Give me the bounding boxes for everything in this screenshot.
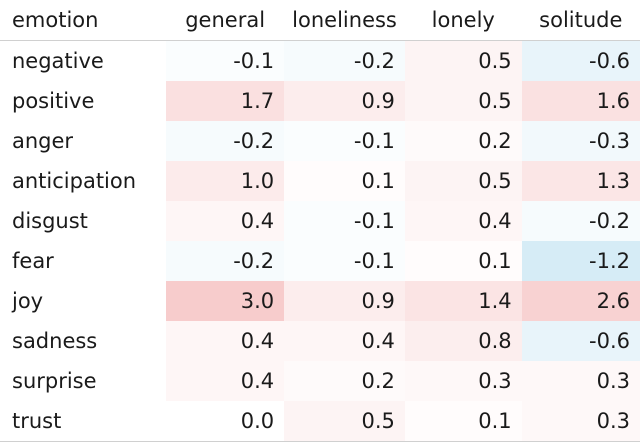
table-row: positive 1.7 0.9 0.5 1.6 — [0, 81, 640, 121]
row-label: sadness — [12, 329, 98, 353]
row-label: joy — [12, 289, 44, 313]
heatmap-cell: 0.9 — [284, 81, 405, 121]
heatmap-cell: -0.1 — [284, 241, 405, 281]
heatmap-cell: 0.5 — [404, 81, 522, 121]
row-label: fear — [12, 249, 54, 273]
heatmap-cell: -0.1 — [166, 40, 285, 81]
header-row: emotion general loneliness lonely solitu… — [0, 0, 640, 41]
row-label: anger — [12, 129, 74, 153]
row-label: disgust — [12, 209, 88, 233]
heatmap-cell: 0.3 — [404, 361, 522, 401]
heatmap-cell: 0.1 — [404, 401, 522, 442]
heatmap-cell: 0.4 — [166, 321, 285, 361]
heatmap-cell: 0.1 — [284, 161, 405, 201]
table-row: disgust 0.4 -0.1 0.4 -0.2 — [0, 201, 640, 241]
heatmap-cell: 3.0 — [166, 281, 285, 321]
row-label: positive — [12, 89, 95, 113]
heatmap-cell: -0.1 — [284, 121, 405, 161]
heatmap-cell: 0.2 — [284, 361, 405, 401]
heatmap-cell: 0.2 — [404, 121, 522, 161]
table-row: trust 0.0 0.5 0.1 0.3 — [0, 401, 640, 442]
heatmap-cell: 0.3 — [521, 401, 640, 442]
table-row: negative -0.1 -0.2 0.5 -0.6 — [0, 40, 640, 81]
heatmap-cell: -0.6 — [521, 40, 640, 81]
heatmap-cell: 0.5 — [404, 40, 522, 81]
heatmap-cell: 0.4 — [284, 321, 405, 361]
heatmap-cell: 0.4 — [166, 201, 285, 241]
heatmap-cell: 1.6 — [521, 81, 640, 121]
heatmap-cell: -0.2 — [284, 40, 405, 81]
heatmap-cell: -0.2 — [166, 241, 285, 281]
heatmap-cell: -0.2 — [521, 201, 640, 241]
heatmap-cell: -0.2 — [166, 121, 285, 161]
heatmap-cell: 0.9 — [284, 281, 405, 321]
row-label: surprise — [12, 369, 97, 393]
heatmap-cell: 0.3 — [521, 361, 640, 401]
heatmap-cell: -0.1 — [284, 201, 405, 241]
column-header-loneliness: loneliness — [284, 0, 405, 41]
heatmap-cell: 1.7 — [166, 81, 285, 121]
column-header-lonely: lonely — [404, 0, 522, 41]
table-row: sadness 0.4 0.4 0.8 -0.6 — [0, 321, 640, 361]
row-label: trust — [0, 401, 167, 442]
column-header-solitude: solitude — [521, 0, 640, 41]
heatmap-cell: 0.4 — [166, 361, 285, 401]
heatmap-cell: 0.1 — [404, 241, 522, 281]
heatmap-cell: 0.5 — [284, 401, 405, 442]
heatmap-cell: 2.6 — [521, 281, 640, 321]
heatmap-cell: 0.8 — [404, 321, 522, 361]
heatmap-cell: 1.4 — [404, 281, 522, 321]
heatmap-body: negative -0.1 -0.2 0.5 -0.6 positive 1.7 0.9 0.5… — [0, 40, 640, 442]
row-label: negative — [12, 49, 104, 73]
heatmap-cell: -0.3 — [521, 121, 640, 161]
heatmap-cell: 1.0 — [166, 161, 285, 201]
table-row: joy 3.0 0.9 1.4 2.6 — [0, 281, 640, 321]
heatmap-cell: 0.4 — [404, 201, 522, 241]
heatmap-cell: 0.5 — [404, 161, 522, 201]
heatmap-cell: 0.0 — [166, 401, 285, 442]
heatmap-cell: 1.3 — [521, 161, 640, 201]
row-header-label: emotion — [0, 0, 167, 41]
heatmap-cell: -0.6 — [521, 321, 640, 361]
table-row: anticipation 1.0 0.1 0.5 1.3 — [0, 161, 640, 201]
table-row: fear -0.2 -0.1 0.1 -1.2 — [0, 241, 640, 281]
table-row: anger -0.2 -0.1 0.2 -0.3 — [0, 121, 640, 161]
column-header-general: general — [166, 0, 285, 41]
heatmap-cell: -1.2 — [521, 241, 640, 281]
table-row: surprise 0.4 0.2 0.3 0.3 — [0, 361, 640, 401]
row-label: anticipation — [12, 169, 137, 193]
